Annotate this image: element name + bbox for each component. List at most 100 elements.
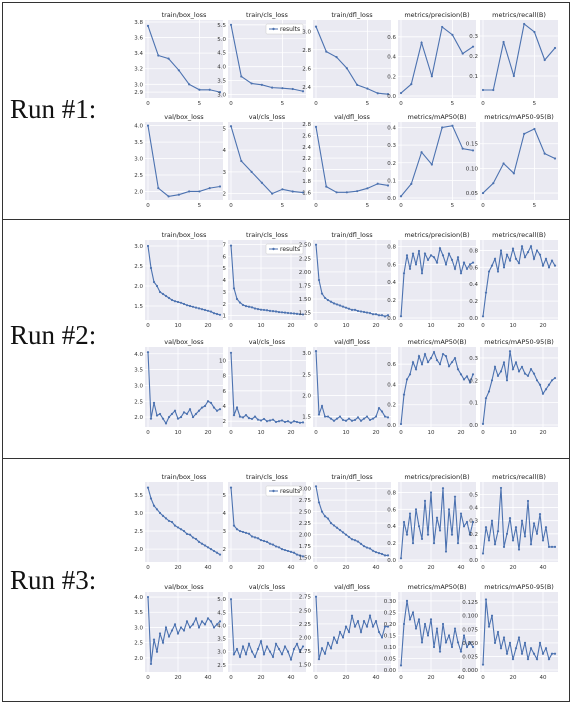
data-point <box>240 159 243 163</box>
data-point <box>399 557 403 560</box>
data-point <box>529 245 533 248</box>
data-point <box>492 182 495 185</box>
data-point <box>450 533 454 536</box>
data-point <box>459 512 463 515</box>
data-point <box>283 311 287 314</box>
series-line <box>230 24 304 92</box>
data-point <box>350 419 354 422</box>
data-point <box>517 636 521 639</box>
x-tick-label: 0 <box>314 101 318 107</box>
data-point <box>208 88 211 91</box>
y-tick-label: 2.50 <box>299 243 312 249</box>
x-tick-label: 0 <box>399 675 403 681</box>
data-point <box>283 420 287 424</box>
data-point <box>277 647 281 651</box>
data-point <box>430 163 433 166</box>
data-point <box>253 415 257 418</box>
data-point <box>244 414 248 417</box>
y-tick-label: 2.0 <box>134 415 143 421</box>
data-point <box>420 151 423 154</box>
data-point <box>344 533 348 536</box>
data-point <box>247 417 251 420</box>
data-point <box>526 251 530 254</box>
data-point <box>332 419 336 422</box>
data-point <box>362 310 366 314</box>
chart-svg: metrics/mAP50(B) 0.0 0.2 0.4 0.6 0 10 20 <box>387 338 476 436</box>
chart-svg: train/dfl_loss 2.4 2.6 2.8 3.0 0 5 <box>302 11 391 107</box>
data-point <box>194 617 198 620</box>
y-tick-label: 2.0 <box>134 189 143 195</box>
data-point <box>471 520 475 524</box>
data-point <box>146 595 150 599</box>
data-point <box>341 636 345 639</box>
y-tick-label: 1.5 <box>134 304 143 310</box>
data-point <box>317 278 321 282</box>
data-point <box>420 641 424 644</box>
legend-box <box>265 243 304 255</box>
y-tick-label: 4.0 <box>217 65 226 71</box>
y-tick-label: 0.30 <box>384 599 397 605</box>
data-point <box>468 641 472 644</box>
data-point <box>461 147 464 150</box>
data-point <box>371 625 375 628</box>
series-line <box>482 128 556 194</box>
data-point <box>149 417 153 420</box>
data-point <box>405 378 409 381</box>
data-point <box>238 415 242 418</box>
series-line <box>315 126 389 193</box>
y-tick-label: 7 <box>223 242 227 248</box>
data-point <box>462 525 466 528</box>
data-point <box>200 406 204 409</box>
data-point <box>149 266 153 270</box>
y-tick-label: 0.4 <box>387 382 396 388</box>
chart-svg: metrics/recall(B) 0.0 0.1 0.2 0.3 0.4 0.5 0 20 40 <box>469 473 558 571</box>
chart-svg: train/box_loss 2.9 3.0 3.2 3.4 3.6 3.8 0 5 <box>134 11 223 107</box>
chart-title: metrics/mAP50(B) <box>407 338 466 346</box>
data-point <box>265 420 269 423</box>
data-point <box>271 86 274 89</box>
data-point <box>320 647 324 650</box>
data-point <box>238 301 242 304</box>
data-point <box>456 256 460 259</box>
data-point <box>329 522 333 525</box>
plot-area <box>313 482 391 562</box>
data-point <box>380 314 384 317</box>
x-tick-label: 0 <box>229 323 233 329</box>
data-point <box>368 547 372 550</box>
data-point <box>523 641 527 644</box>
data-point <box>167 635 171 638</box>
data-point <box>493 257 497 260</box>
data-point <box>295 553 299 556</box>
data-point <box>164 294 168 298</box>
data-point <box>167 195 170 198</box>
data-point <box>146 244 150 248</box>
data-point <box>277 420 281 423</box>
chart-svg: train/cls_loss 3.0 3.5 4.0 4.5 5.0 5.5 0 5 result… <box>217 11 306 107</box>
data-point <box>499 249 503 252</box>
data-point <box>268 650 272 653</box>
data-point <box>323 415 327 418</box>
data-point <box>420 272 424 275</box>
y-tick-label: 2.0 <box>302 168 311 174</box>
chart-title: train/dfl_loss <box>331 473 373 481</box>
y-tick-label: 2.00 <box>299 270 312 276</box>
y-tick-label: 1.75 <box>299 544 312 550</box>
y-tick-label: 0.2 <box>387 74 396 80</box>
data-point <box>383 625 387 628</box>
chart-svg: metrics/recall(B) 0.0 0.2 0.4 0.6 0.8 0 10 20 <box>469 231 558 329</box>
data-point <box>209 548 213 551</box>
plot-area <box>398 240 476 320</box>
data-point <box>512 172 515 175</box>
y-tick-label: 0.1 <box>469 74 478 80</box>
data-point <box>295 312 299 315</box>
data-point <box>274 420 278 424</box>
run-3-chart-val-cls-loss: val/cls_loss 2.5 3.0 3.5 4.0 4.5 5.0 0 20 40 <box>206 581 308 683</box>
data-point <box>514 647 518 650</box>
data-point <box>523 132 526 135</box>
data-point <box>157 187 160 190</box>
data-point <box>484 397 488 400</box>
x-tick-label: 20 <box>258 675 265 681</box>
data-point <box>420 41 423 44</box>
x-tick-label: 20 <box>205 430 212 436</box>
data-point <box>203 308 207 312</box>
